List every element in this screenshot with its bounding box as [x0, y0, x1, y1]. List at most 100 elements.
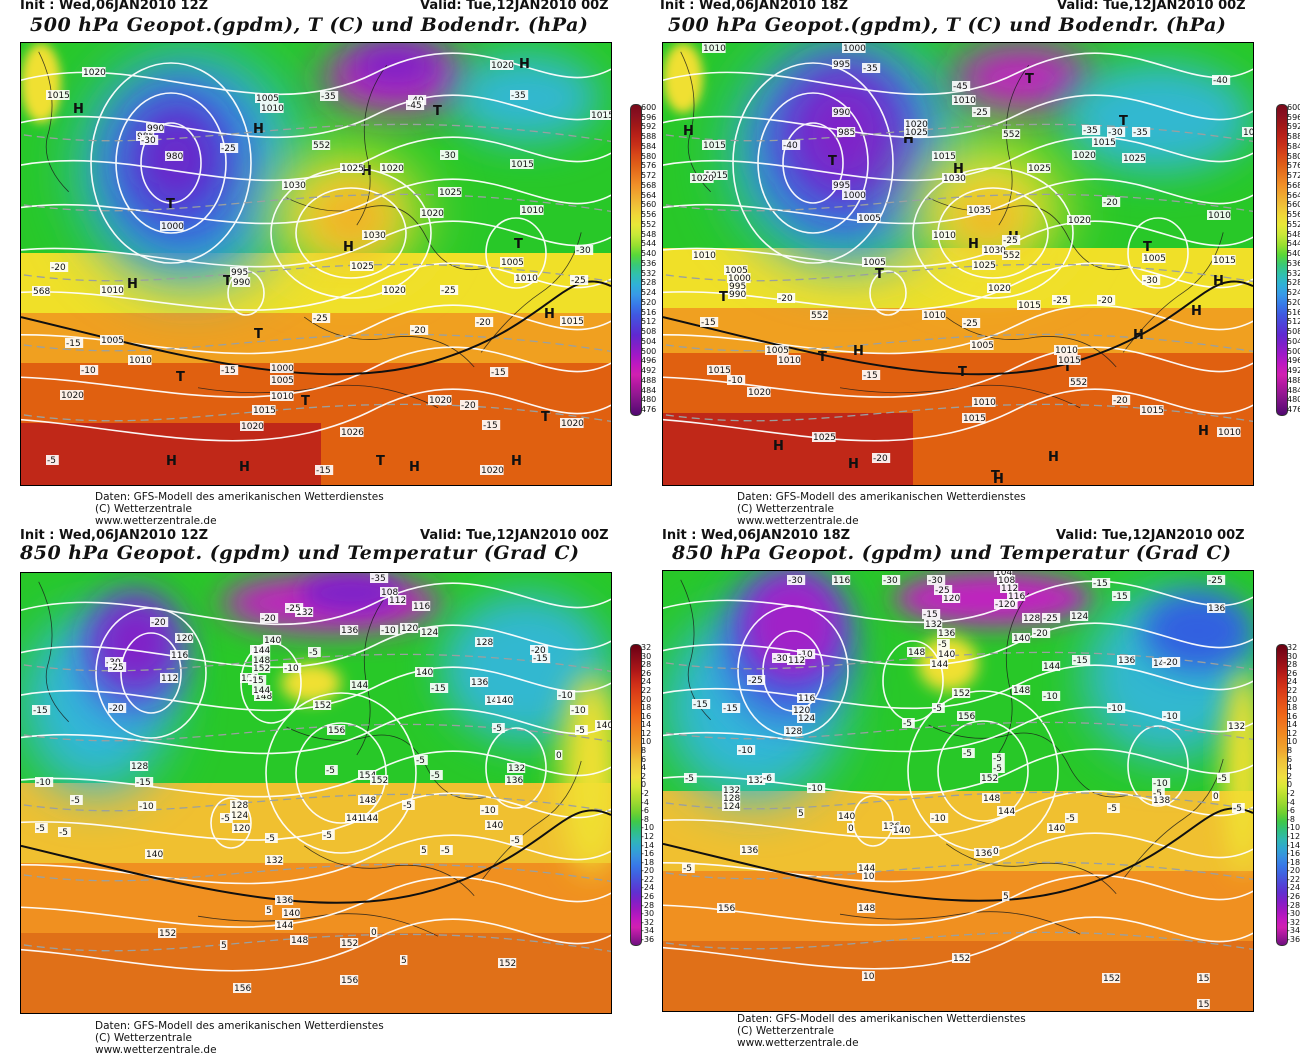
colorbar-tick: 556 [1287, 210, 1300, 220]
contour-value-label: 148 [291, 936, 308, 946]
value-label-bg [415, 755, 428, 765]
pressure-center-label: T [541, 410, 550, 425]
value-label-bg [982, 793, 1001, 803]
colorbar-tick: 580 [1287, 151, 1300, 161]
temperature-line [21, 193, 611, 213]
value-label-bg [1212, 255, 1236, 265]
credit-line: (C) Wetterzentrale [737, 503, 834, 515]
temperature-line [663, 403, 1253, 423]
contour-value-label: 116 [413, 602, 430, 612]
temperature-line [21, 123, 611, 143]
isoline [663, 916, 1253, 970]
contour-value-label: 120 [401, 624, 418, 634]
contour-value-label: 144 [276, 921, 293, 931]
contour-value-label: 1015 [511, 160, 534, 170]
pressure-center-label: T [1063, 360, 1072, 375]
value-label-bg [80, 365, 99, 375]
contour-value-label: -5 [36, 824, 45, 834]
isoline [663, 136, 1253, 182]
contour-value-label: -10 [571, 706, 586, 716]
value-label-bg [1054, 345, 1078, 355]
contour-value-label: 0 [371, 928, 377, 938]
value-label-bg [747, 675, 766, 685]
contour-value-label: 148 [983, 794, 1000, 804]
contour-value-label: 152 [953, 954, 970, 964]
value-label-bg [904, 127, 928, 137]
contour-value-label: 990 [729, 290, 746, 300]
value-label-bg [684, 773, 697, 783]
value-label-bg [847, 823, 855, 833]
value-label-bg [265, 855, 284, 865]
colorbar-tick: 32 [641, 643, 652, 652]
colorbar-tick: 484 [641, 385, 657, 395]
temperature-line [663, 791, 1253, 811]
value-label-bg [495, 695, 514, 705]
credit-line: Daten: GFS-Modell des amerikanischen Wet… [95, 1020, 384, 1032]
value-label-bg [285, 603, 304, 613]
value-label-bg [595, 720, 611, 730]
colorbar-tick: 8 [1287, 746, 1293, 756]
value-label-bg [702, 43, 726, 53]
value-label-bg [857, 863, 876, 873]
coastline [998, 64, 1030, 226]
colorbar-tick: -28 [641, 900, 655, 910]
colorbar-tick: 508 [641, 327, 657, 337]
value-label-bg [762, 773, 775, 783]
isoline-ring [140, 122, 202, 204]
isoline-ring [869, 270, 907, 316]
value-label-bg [480, 805, 499, 815]
contour-value-label: 144 [998, 807, 1015, 817]
contour-value-label: 1010 [973, 398, 996, 408]
temperature-line [21, 333, 611, 353]
value-label-bg [1002, 129, 1021, 139]
contour-value-label: 156 [234, 984, 251, 994]
value-label-bg [994, 571, 1013, 577]
value-label-bg [1197, 973, 1210, 983]
contour-value-label: 1010 [933, 231, 956, 241]
colorbar-tick: 592 [1287, 122, 1300, 132]
colorbar-tick: 10 [641, 737, 652, 747]
contour-value-label: 128 [785, 727, 802, 737]
value-label-bg [942, 173, 966, 183]
value-label-bg [138, 801, 157, 811]
value-label-bg [722, 801, 741, 811]
value-label-bg [992, 753, 1005, 763]
value-label-bg [380, 587, 399, 597]
temperature-line [21, 863, 611, 883]
contour-value-label: -25 [313, 314, 328, 324]
colorbar-tick: 516 [641, 307, 657, 317]
value-label-bg [932, 151, 956, 161]
contour-value-label: 156 [328, 726, 345, 736]
value-label-bg [980, 773, 999, 783]
value-label-bg [1082, 125, 1101, 135]
colorbar-tick: 532 [1287, 268, 1300, 278]
colorbar-tick: 520 [1287, 297, 1300, 307]
value-label-bg [350, 680, 369, 690]
value-label-bg [315, 465, 334, 475]
credits: Daten: GFS-Modell des amerikanischen Wet… [737, 1013, 1026, 1049]
colorbar-tick: 22 [1287, 685, 1298, 695]
contour-value-label: 1005 [271, 376, 294, 386]
value-label-bg [146, 123, 165, 133]
value-label-bg [1042, 613, 1061, 623]
contour-value-label: 5 [221, 941, 227, 951]
contour-value-label: -5 [511, 836, 520, 846]
pressure-center-label: T [223, 274, 232, 289]
credit-line: Daten: GFS-Modell des amerikanischen Wet… [737, 1013, 1026, 1025]
value-label-bg [400, 623, 419, 633]
contour-value-label: 148 [359, 796, 376, 806]
color-field [21, 573, 611, 1013]
color-blob [21, 43, 61, 123]
isoline [663, 790, 1253, 839]
colorbar-tick: 512 [1287, 317, 1300, 327]
contour-value-label: -20 [109, 704, 124, 714]
value-label-bg [1152, 795, 1171, 805]
contour-value-label: 552 [313, 141, 330, 151]
contour-value-label: 990 [147, 124, 164, 134]
contour-value-label: 552 [1070, 378, 1087, 388]
contour-value-label: 1015 [1213, 256, 1236, 266]
panel-850hpa-18z: Init : Wed,06JAN2010 18Z Valid: Tue,12JA… [650, 528, 1300, 1056]
contour-value-label: -35 [371, 574, 386, 584]
init-label: Init : Wed,06JAN2010 18Z [660, 0, 849, 13]
value-label-bg [922, 310, 946, 320]
